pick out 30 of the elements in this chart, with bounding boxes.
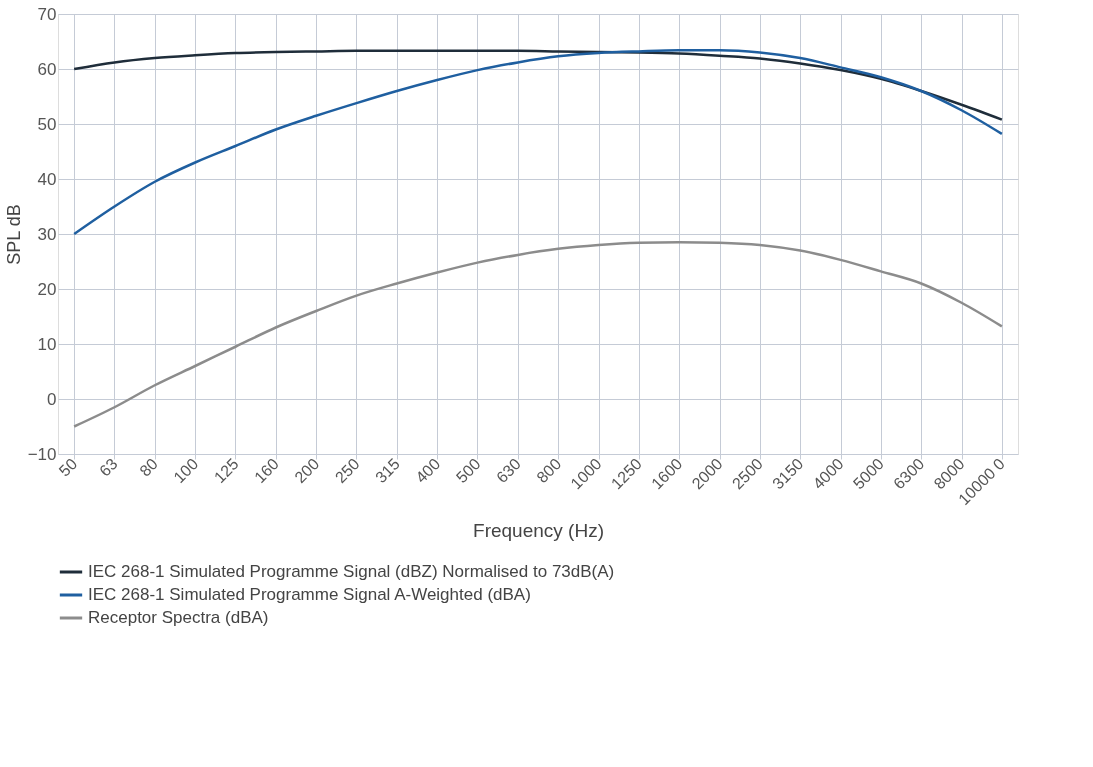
y-axis-title: SPL dB xyxy=(3,204,24,265)
y-tick-label: 30 xyxy=(37,224,57,244)
y-tick-label: 50 xyxy=(37,114,57,134)
x-tick-label: 125 xyxy=(210,455,242,487)
legend-label: IEC 268-1 Simulated Programme Signal A-Weighted (dBA) xyxy=(88,585,531,604)
x-tick-label: 500 xyxy=(452,455,484,487)
x-axis-title: Frequency (Hz) xyxy=(473,520,604,542)
x-tick-label: 100 xyxy=(170,455,202,487)
line-series xyxy=(72,241,1004,428)
y-tick-label: 20 xyxy=(37,279,57,299)
x-tick-label: 63 xyxy=(96,455,121,480)
x-tick-label: 80 xyxy=(136,455,162,480)
y-tick-label: 10 xyxy=(37,334,57,354)
line-series xyxy=(72,49,1004,121)
legend-label: Receptor Spectra (dBA) xyxy=(88,608,269,627)
x-tick-label: 315 xyxy=(372,455,404,487)
line-series xyxy=(72,49,1004,236)
x-tick-label: 630 xyxy=(493,455,525,487)
y-tick-label: 70 xyxy=(37,4,57,24)
x-tick-label: 160 xyxy=(251,455,283,487)
x-tick-label: 800 xyxy=(533,455,565,487)
x-tick-label: 400 xyxy=(412,455,444,487)
y-tick-label: 40 xyxy=(37,169,57,189)
y-tick-label: 0 xyxy=(47,389,57,409)
x-tick-label: 50 xyxy=(55,455,81,480)
y-tick-label: 60 xyxy=(37,59,57,79)
y-tick-label: −10 xyxy=(27,444,57,464)
legend-label: IEC 268-1 Simulated Programme Signal (dBZ) Normalised to 73dB(A) xyxy=(88,562,615,581)
x-tick-label: 200 xyxy=(291,455,323,487)
x-tick-label: 250 xyxy=(331,455,363,487)
